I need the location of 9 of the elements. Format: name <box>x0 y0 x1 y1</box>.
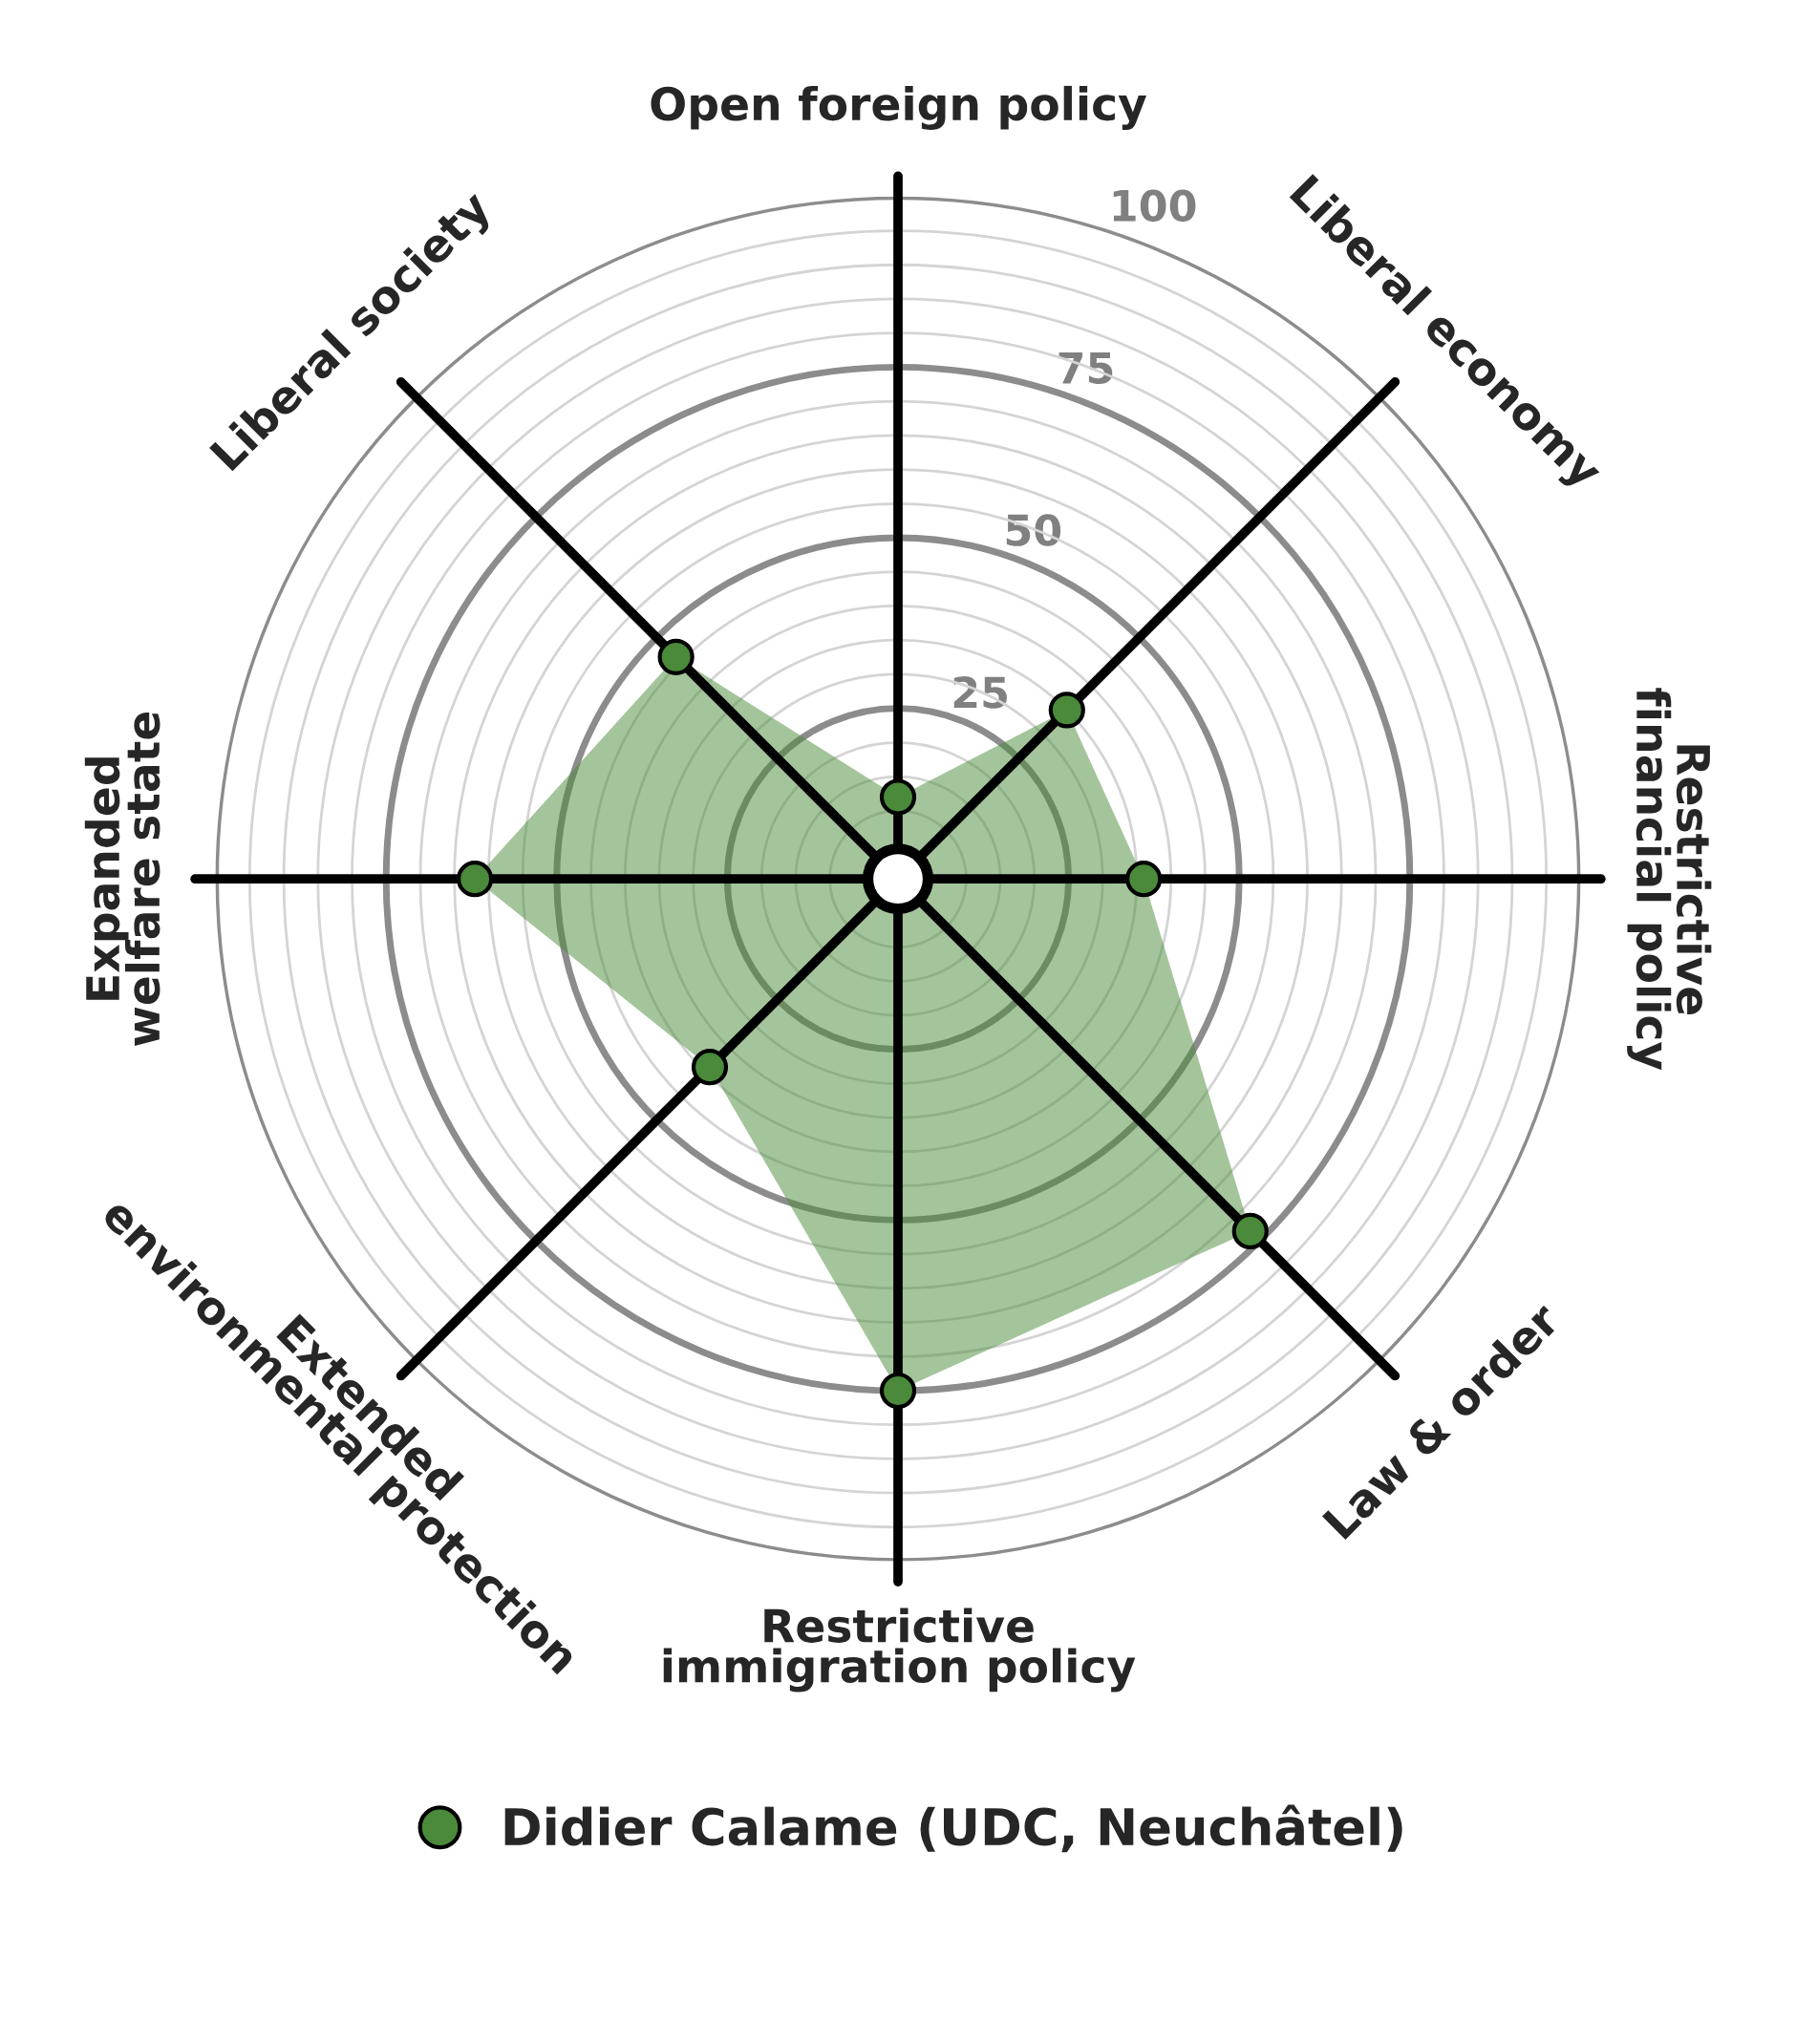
spoke-label: Open foreign policy <box>651 85 1147 130</box>
y-tick-label: 50 <box>1006 514 1061 546</box>
spoke-label: Restrictive financial policy <box>1627 688 1712 1071</box>
spoke-label: Expanded welfare state <box>84 712 160 1047</box>
legend-label: Didier Calame (UDC, Neuchâtel) <box>504 1804 1402 1853</box>
y-tick-label: 25 <box>953 676 1007 709</box>
spoke-label: Restrictive immigration policy <box>663 1608 1136 1693</box>
y-tick-label: 75 <box>1058 351 1113 385</box>
y-tick-label: 100 <box>1113 189 1196 223</box>
